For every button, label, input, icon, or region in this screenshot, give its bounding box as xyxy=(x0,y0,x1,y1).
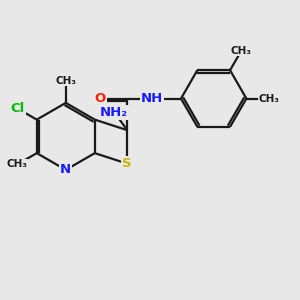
Text: CH₃: CH₃ xyxy=(231,46,252,56)
Text: CH₃: CH₃ xyxy=(55,76,76,85)
Text: Cl: Cl xyxy=(10,102,25,115)
Text: CH₃: CH₃ xyxy=(258,94,279,103)
Text: O: O xyxy=(94,92,106,105)
Text: S: S xyxy=(122,157,132,170)
Text: CH₃: CH₃ xyxy=(7,159,28,169)
Text: NH: NH xyxy=(141,92,163,105)
Text: N: N xyxy=(60,164,71,176)
Text: NH₂: NH₂ xyxy=(100,106,128,119)
